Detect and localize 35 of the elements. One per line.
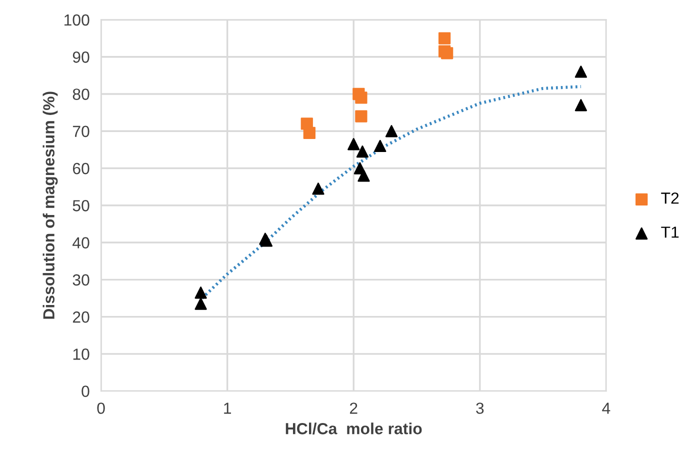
point xyxy=(574,99,588,112)
point xyxy=(438,32,451,44)
y-tick-label: 70 xyxy=(72,126,90,138)
y-tick-label: 80 xyxy=(72,88,90,100)
y-tick-label: 100 xyxy=(64,14,90,26)
y-tick-label: 0 xyxy=(82,386,90,397)
y-tick-label: 30 xyxy=(72,274,90,286)
point xyxy=(194,298,207,310)
x-tick-label: 2 xyxy=(350,402,358,414)
point xyxy=(312,182,324,195)
point xyxy=(358,170,370,182)
point xyxy=(303,126,316,140)
x-axis-title: HCl/Ca mole ratio xyxy=(286,422,422,434)
legend-label: T2 xyxy=(661,192,679,204)
point xyxy=(194,286,207,299)
point xyxy=(356,145,369,158)
point xyxy=(374,140,386,152)
point xyxy=(440,47,454,60)
x-tick-label: 4 xyxy=(602,402,610,414)
x-tick-label: 3 xyxy=(476,402,484,414)
point xyxy=(348,138,360,150)
y-tick-label: 90 xyxy=(72,52,90,63)
y-tick-label: 10 xyxy=(73,348,90,360)
point xyxy=(355,92,368,104)
y-tick-label: 40 xyxy=(72,237,90,248)
point xyxy=(385,125,398,138)
y-axis-title: Dissolution of magnesium (%) xyxy=(42,92,58,319)
legend-label: T1 xyxy=(661,226,679,238)
point xyxy=(574,66,588,78)
y-tick-label: 50 xyxy=(72,200,90,212)
x-tick-label: 1 xyxy=(224,402,231,414)
y-tick-label: 20 xyxy=(72,311,90,323)
x-tick-label: 0 xyxy=(97,402,105,414)
y-tick-label: 60 xyxy=(72,162,90,174)
point xyxy=(355,110,368,122)
